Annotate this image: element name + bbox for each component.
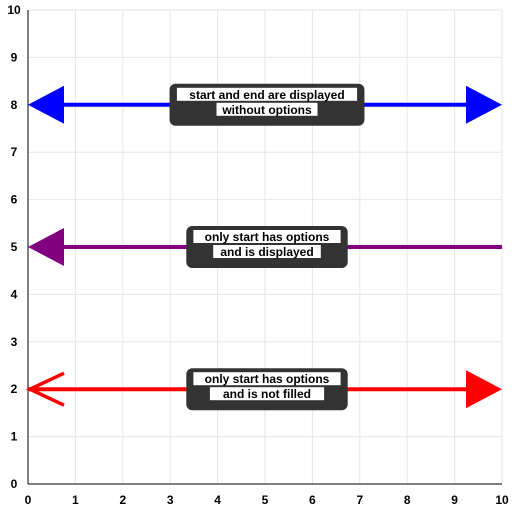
y-tick-label: 10 <box>7 3 21 17</box>
end-arrow-head <box>466 370 502 409</box>
annotation-text-bg <box>193 230 341 243</box>
x-tick-label: 7 <box>356 493 363 507</box>
x-tick-label: 1 <box>72 493 79 507</box>
annotation-text-bg <box>213 245 321 258</box>
y-tick-label: 7 <box>11 145 18 159</box>
y-tick-label: 0 <box>11 477 18 491</box>
x-tick-label: 8 <box>404 493 411 507</box>
y-tick-label: 3 <box>11 335 18 349</box>
y-tick-label: 9 <box>11 50 18 64</box>
y-tick-label: 6 <box>11 193 18 207</box>
annotation-text-bg <box>216 102 318 116</box>
x-tick-label: 3 <box>167 493 174 507</box>
x-tick-label: 2 <box>119 493 126 507</box>
y-tick-label: 2 <box>11 382 18 396</box>
start-arrow-head-open <box>25 371 65 407</box>
start-arrow-head <box>28 85 64 124</box>
end-arrow-head <box>466 85 502 124</box>
annotation-text: and is not filled <box>223 387 311 401</box>
x-tick-label: 4 <box>214 493 221 507</box>
y-tick-label: 4 <box>11 287 18 301</box>
annotation-text: only start has options <box>205 230 330 244</box>
annotation-text: and is displayed <box>220 245 313 259</box>
x-tick-label: 10 <box>495 493 509 507</box>
annotation-text: start and end are displayed <box>189 88 344 102</box>
x-tick-label: 6 <box>309 493 316 507</box>
start-arrow-head <box>28 228 64 266</box>
x-tick-label: 9 <box>451 493 458 507</box>
annotation-text: only start has options <box>205 372 330 386</box>
x-tick-label: 0 <box>25 493 32 507</box>
y-tick-label: 8 <box>11 98 18 112</box>
x-tick-label: 5 <box>262 493 269 507</box>
y-tick-label: 5 <box>11 240 18 254</box>
annotation-text-bg <box>193 372 341 386</box>
annotation-text-bg <box>176 87 358 101</box>
y-tick-label: 1 <box>11 430 18 444</box>
annotation-text-bg <box>209 387 325 401</box>
annotation-text: without options <box>221 103 312 117</box>
